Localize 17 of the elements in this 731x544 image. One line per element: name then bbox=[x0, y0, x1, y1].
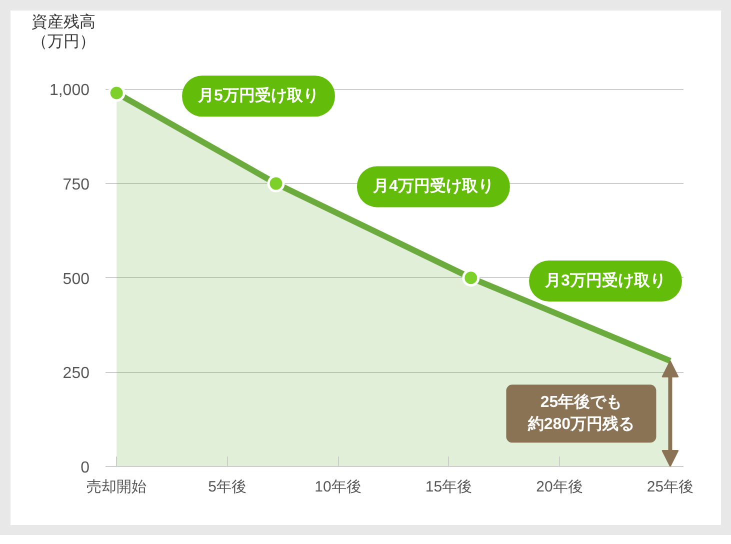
y-tick-label: 1,000 bbox=[49, 82, 90, 100]
y-axis-title: 資産残高（万円） bbox=[32, 12, 96, 50]
x-tick-label: 5年後 bbox=[208, 478, 246, 496]
x-tick-label: 10年後 bbox=[314, 478, 362, 496]
y-tick-label: 250 bbox=[62, 365, 90, 382]
y-tick-label: 0 bbox=[80, 460, 90, 476]
annotation: 月5万円受け取り bbox=[197, 86, 319, 105]
x-tick-label: 25年後 bbox=[646, 478, 694, 496]
annotation: 25年後でも約280万円残る bbox=[526, 393, 635, 434]
x-tick-label: 売却開始 bbox=[86, 478, 147, 496]
annotation: 月3万円受け取り bbox=[544, 272, 666, 290]
y-tick-label: 500 bbox=[62, 270, 90, 288]
x-tick-label: 20年後 bbox=[536, 478, 583, 496]
x-tick-label: 15年後 bbox=[425, 478, 472, 496]
annotation: 月4万円受け取り bbox=[372, 177, 494, 196]
y-tick-label: 750 bbox=[62, 176, 90, 194]
point bbox=[267, 174, 285, 192]
